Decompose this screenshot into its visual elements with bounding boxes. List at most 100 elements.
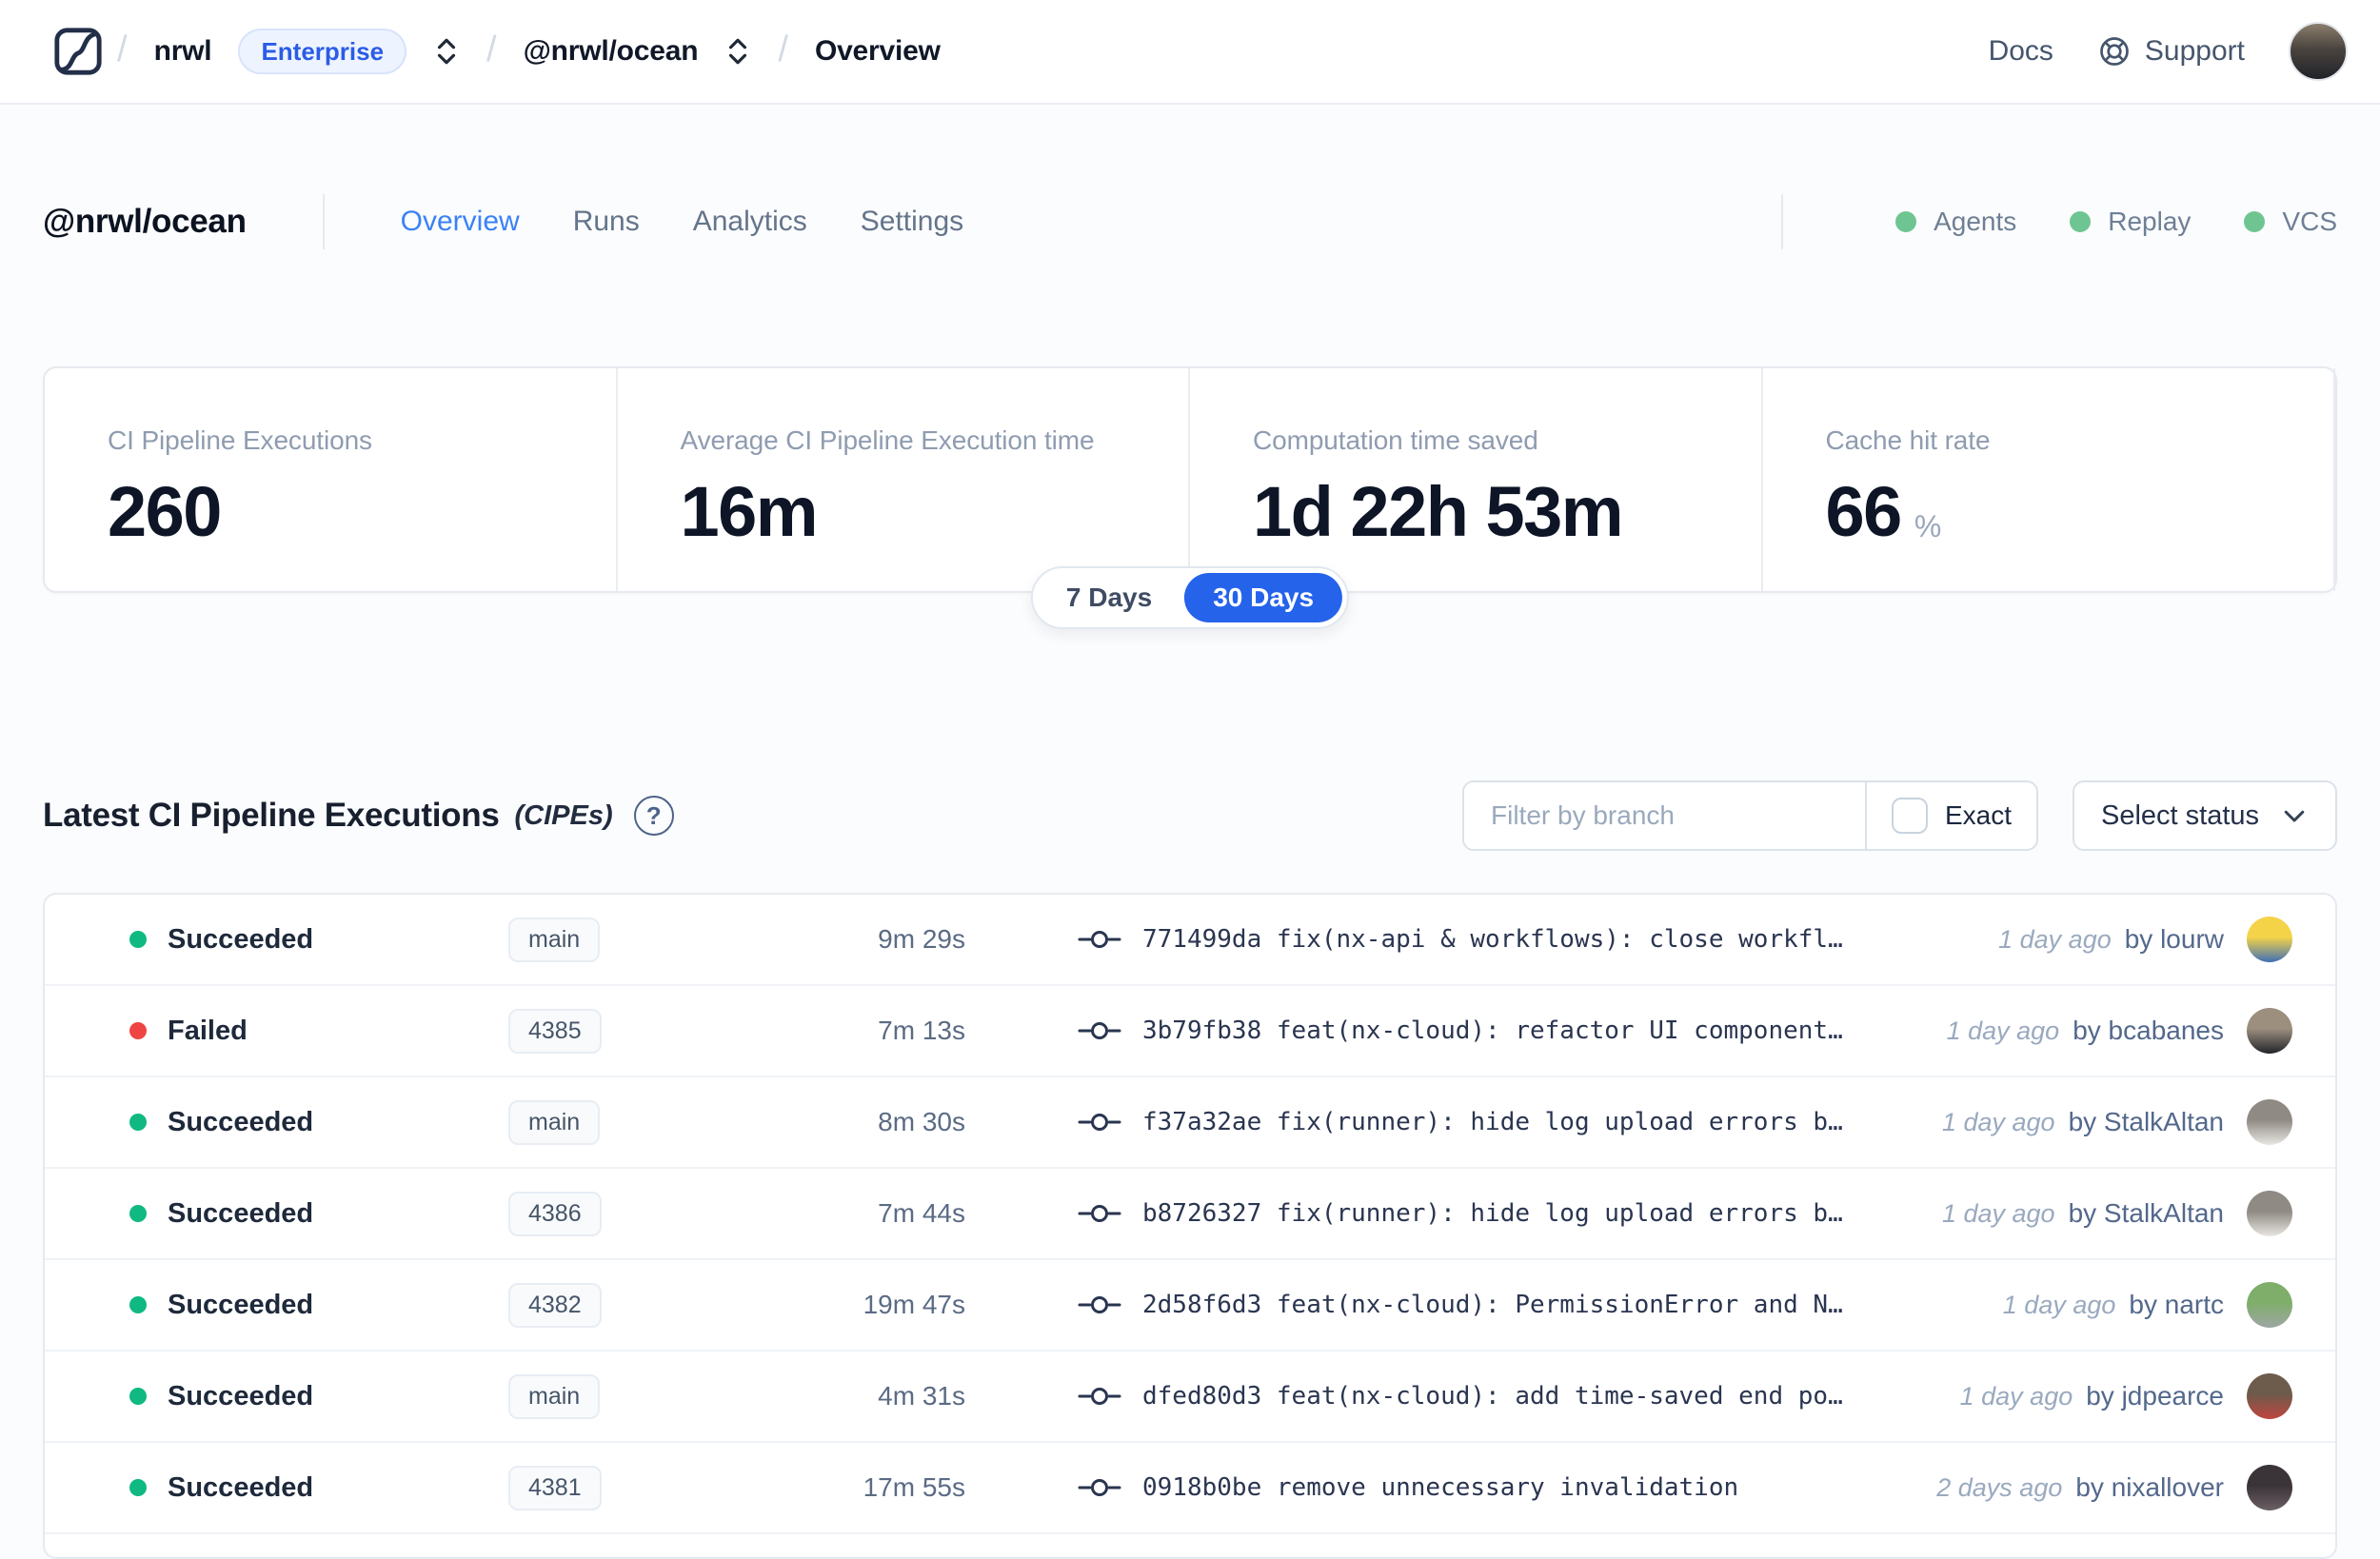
commit-hash: 771499da <box>1142 925 1262 954</box>
author-avatar <box>2247 917 2292 962</box>
stat-value: 66 % <box>1826 477 2296 547</box>
workspace-tab[interactable]: Runs <box>572 206 640 237</box>
service-status-item[interactable]: Agents <box>1895 207 2016 237</box>
workspace-tab[interactable]: Analytics <box>692 206 807 237</box>
commit-hash: f37a32ae <box>1142 1108 1262 1136</box>
duration-label: 8m 30s <box>878 1107 965 1136</box>
workspace-header: @nrwl/ocean Overview Runs Analytics Sett… <box>43 187 2337 257</box>
nx-cloud-logo-icon[interactable] <box>52 26 104 77</box>
service-status-item[interactable]: VCS <box>2244 207 2337 237</box>
date-range-option[interactable]: 30 Days <box>1184 573 1343 622</box>
status-select-button[interactable]: Select status <box>2073 780 2337 851</box>
user-avatar[interactable] <box>2289 22 2348 81</box>
stat-label: CI Pipeline Executions <box>108 425 372 455</box>
commit-message: feat(nx-cloud): refactor UI component… <box>1276 1016 1843 1045</box>
docs-link[interactable]: Docs <box>1988 35 2053 67</box>
author-label: by lourw <box>2124 924 2224 954</box>
enterprise-badge[interactable]: Enterprise <box>238 29 407 74</box>
branch-cell: 4385 <box>508 1008 765 1054</box>
duration-label: 7m 13s <box>878 1016 965 1045</box>
exact-label: Exact <box>1944 800 2012 830</box>
service-status-label: VCS <box>2282 207 2337 236</box>
commit-text: 3b79fb38 feat(nx-cloud): refactor UI com… <box>1142 1016 1843 1045</box>
workspace-title: @nrwl/ocean <box>43 203 247 240</box>
cipe-row[interactable]: Succeeded main 4m 31s dfed80d3 feat(nx-c… <box>45 1352 2335 1443</box>
org-switcher-chevrons-icon[interactable] <box>433 36 460 67</box>
breadcrumb-page: Overview <box>814 35 941 67</box>
stat-card: CI Pipeline Executions 260 <box>45 368 618 591</box>
branch-badge: main <box>508 1099 601 1145</box>
git-commit-icon <box>1078 1205 1121 1222</box>
status-dot <box>129 1479 147 1496</box>
workspace-switcher-chevrons-icon[interactable] <box>724 36 751 67</box>
status-dot <box>1895 211 1917 232</box>
status-dot <box>129 1296 147 1313</box>
branch-cell: 4381 <box>508 1465 765 1510</box>
commit-cell: b8726327 fix(runner): hide log upload er… <box>1078 1199 1904 1228</box>
branch-cell: 4386 <box>508 1191 765 1236</box>
date-range-option[interactable]: 7 Days <box>1038 573 1180 622</box>
duration-label: 19m 47s <box>863 1290 965 1319</box>
cipe-row[interactable]: Succeeded main 9m 29s 771499da fix(nx-ap… <box>45 895 2335 986</box>
cipe-row[interactable]: Succeeded main 8m 30s f37a32ae fix(runne… <box>45 1077 2335 1169</box>
commit-meta: 1 day ago by bcabanes <box>1947 1008 2292 1054</box>
status-label: Succeeded <box>168 923 314 955</box>
commit-meta: 1 day ago by lourw <box>1998 917 2292 962</box>
stat-value: 16m <box>681 477 1151 547</box>
commit-hash: dfed80d3 <box>1142 1382 1262 1411</box>
commit-text: 771499da fix(nx-api & workflows): close … <box>1142 925 1843 954</box>
stat-number: 1d 22h 53m <box>1253 472 1624 551</box>
commit-meta: 1 day ago by StalkAltan <box>1942 1099 2292 1145</box>
cipes-title: Latest CI Pipeline Executions <box>43 797 500 834</box>
breadcrumb-separator: / <box>778 29 788 69</box>
branch-filter-input[interactable] <box>1464 782 1865 849</box>
cipes-header: Latest CI Pipeline Executions (CIPEs) ? … <box>43 773 2337 858</box>
service-status-label: Agents <box>1934 207 2017 236</box>
exact-checkbox[interactable] <box>1891 798 1928 834</box>
commit-message: feat(nx-cloud): add time-saved end po… <box>1276 1382 1843 1411</box>
cipe-row[interactable]: Succeeded 4386 7m 44s b8726327 fix(runne… <box>45 1169 2335 1260</box>
help-icon[interactable]: ? <box>633 796 674 836</box>
commit-cell: 0918b0be remove unnecessary invalidation <box>1078 1473 1898 1502</box>
time-ago: 1 day ago <box>2002 1290 2116 1319</box>
workspace-tab[interactable]: Settings <box>860 206 964 237</box>
stat-label: Average CI Pipeline Execution time <box>680 425 1095 455</box>
cipe-row[interactable]: Succeeded 4382 19m 47s 2d58f6d3 feat(nx-… <box>45 1260 2335 1352</box>
time-ago: 1 day ago <box>1946 1016 2060 1045</box>
service-status-item[interactable]: Replay <box>2070 207 2191 237</box>
commit-meta: 2 days ago by nixallover <box>1936 1465 2292 1510</box>
commit-hash: 0918b0be <box>1142 1473 1262 1502</box>
stats-cards: CI Pipeline Executions 260 Average CI Pi… <box>43 366 2337 629</box>
time-ago: 2 days ago <box>1936 1472 2063 1502</box>
git-commit-icon <box>1078 931 1121 948</box>
breadcrumb-separator: / <box>486 29 497 69</box>
commit-hash: 2d58f6d3 <box>1142 1291 1262 1319</box>
workspace-tab[interactable]: Overview <box>400 206 520 237</box>
author-label: by nixallover <box>2075 1472 2224 1502</box>
git-commit-icon <box>1078 1388 1121 1405</box>
commit-text: 0918b0be remove unnecessary invalidation <box>1142 1473 1738 1502</box>
git-commit-icon <box>1078 1022 1121 1039</box>
commit-cell: 771499da fix(nx-api & workflows): close … <box>1078 925 1960 954</box>
cipe-row[interactable]: Succeeded 4381 17m 55s 0918b0be remove u… <box>45 1443 2335 1534</box>
stat-number: 260 <box>108 472 222 551</box>
status-dot <box>129 1022 147 1039</box>
service-status-label: Replay <box>2108 207 2192 236</box>
commit-text: dfed80d3 feat(nx-cloud): add time-saved … <box>1142 1382 1843 1411</box>
stat-card: Cache hit rate 66 % <box>1763 368 2335 591</box>
commit-message: remove unnecessary invalidation <box>1276 1473 1739 1502</box>
status-dot <box>129 1388 147 1405</box>
divider <box>1864 782 1867 849</box>
date-range-toggle: 7 Days 30 Days <box>1030 566 1350 629</box>
branch-cell: main <box>508 1099 765 1145</box>
time-ago: 1 day ago <box>1998 924 2112 954</box>
exact-filter: Exact <box>1867 782 2036 849</box>
top-nav: / nrwl Enterprise / @nrwl/ocean / Overvi… <box>0 0 2380 105</box>
support-link[interactable]: Support <box>2097 34 2245 69</box>
stat-card: Average CI Pipeline Execution time 16m <box>618 368 1190 591</box>
commit-text: 2d58f6d3 feat(nx-cloud): PermissionError… <box>1142 1291 1843 1319</box>
chevron-down-icon <box>2284 810 2305 822</box>
cipes-controls: Exact Select status <box>1462 780 2337 851</box>
cipe-row[interactable]: Failed 4385 7m 13s 3b79fb38 feat(nx-clou… <box>45 986 2335 1077</box>
author-label: by bcabanes <box>2073 1016 2224 1045</box>
